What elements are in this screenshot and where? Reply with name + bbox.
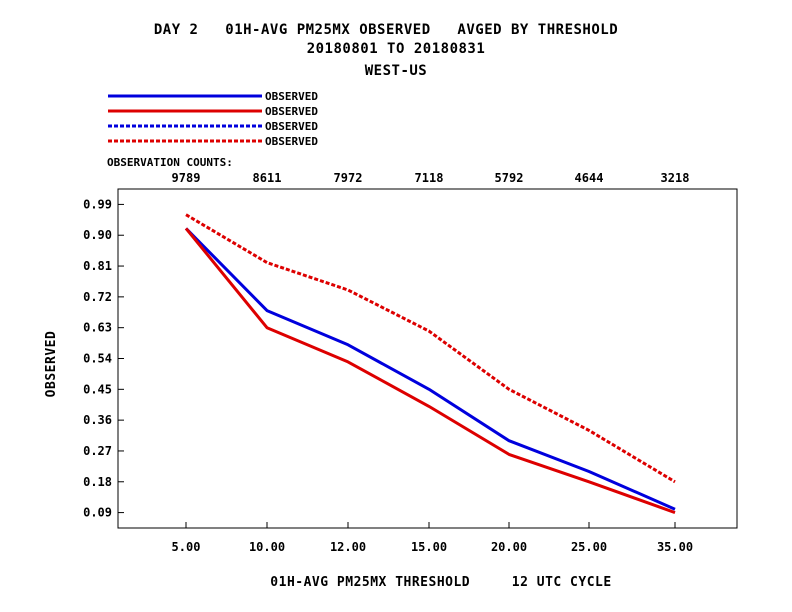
y-tick-label: 0.99 [83,197,112,211]
chart-title-line-3: WEST-US [365,63,428,79]
legend-label-3: OBSERVED [265,120,318,133]
chart-title-block: DAY 2 01H-AVG PM25MX OBSERVED AVGED BY T… [154,22,618,79]
y-axis-label: OBSERVED [44,331,59,398]
x-tick-label: 25.00 [571,540,607,554]
legend-label-4: OBSERVED [265,135,318,148]
observation-counts-label: OBSERVATION COUNTS: [107,156,233,169]
y-tick-label: 0.63 [83,321,112,335]
y-tick-label: 0.18 [83,475,112,489]
observation-count: 7972 [334,171,363,185]
series-layer [184,213,676,515]
y-tick-label: 0.90 [83,228,112,242]
observation-count: 7118 [415,171,444,185]
x-tick-label: 12.00 [330,540,366,554]
chart-title-line-2: 20180801 TO 20180831 [307,41,486,57]
y-tick-label: 0.45 [83,382,112,396]
observation-count: 3218 [661,171,690,185]
legend-label-2: OBSERVED [265,105,318,118]
x-tick-label: 5.00 [172,540,201,554]
y-tick-label: 0.27 [83,444,112,458]
observation-count: 4644 [575,171,604,185]
series-line-4 [185,213,676,484]
y-axis: 0.09 0.18 0.27 0.36 0.45 0.54 0.63 0.72 0.81 0.90… [83,197,124,520]
y-tick-label: 0.09 [83,506,112,520]
observation-count: 5792 [495,171,524,185]
x-axis-label: 01H-AVG PM25MX THRESHOLD 12 UTC CYCLE [270,575,611,590]
y-tick-label: 0.36 [83,413,112,427]
series-line-1 [184,227,676,511]
legend-label-1: OBSERVED [265,90,318,103]
y-tick-label: 0.54 [83,352,112,366]
chart-title-line-1: DAY 2 01H-AVG PM25MX OBSERVED AVGED BY T… [154,22,618,38]
y-tick-label: 0.72 [83,290,112,304]
observation-counts: 9789 8611 7972 7118 5792 4644 3218 [172,171,690,185]
x-tick-label: 15.00 [411,540,447,554]
x-axis: 5.00 10.00 12.00 15.00 20.00 25.00 35.00 [172,522,693,554]
x-tick-label: 20.00 [491,540,527,554]
y-tick-label: 0.81 [83,259,112,273]
observation-count: 9789 [172,171,201,185]
x-tick-label: 10.00 [249,540,285,554]
x-tick-label: 35.00 [657,540,693,554]
series-line-2 [184,227,676,515]
plot-area-frame [117,188,738,529]
legend: OBSERVED OBSERVED OBSERVED OBSERVED [108,90,318,148]
observation-count: 8611 [253,171,282,185]
